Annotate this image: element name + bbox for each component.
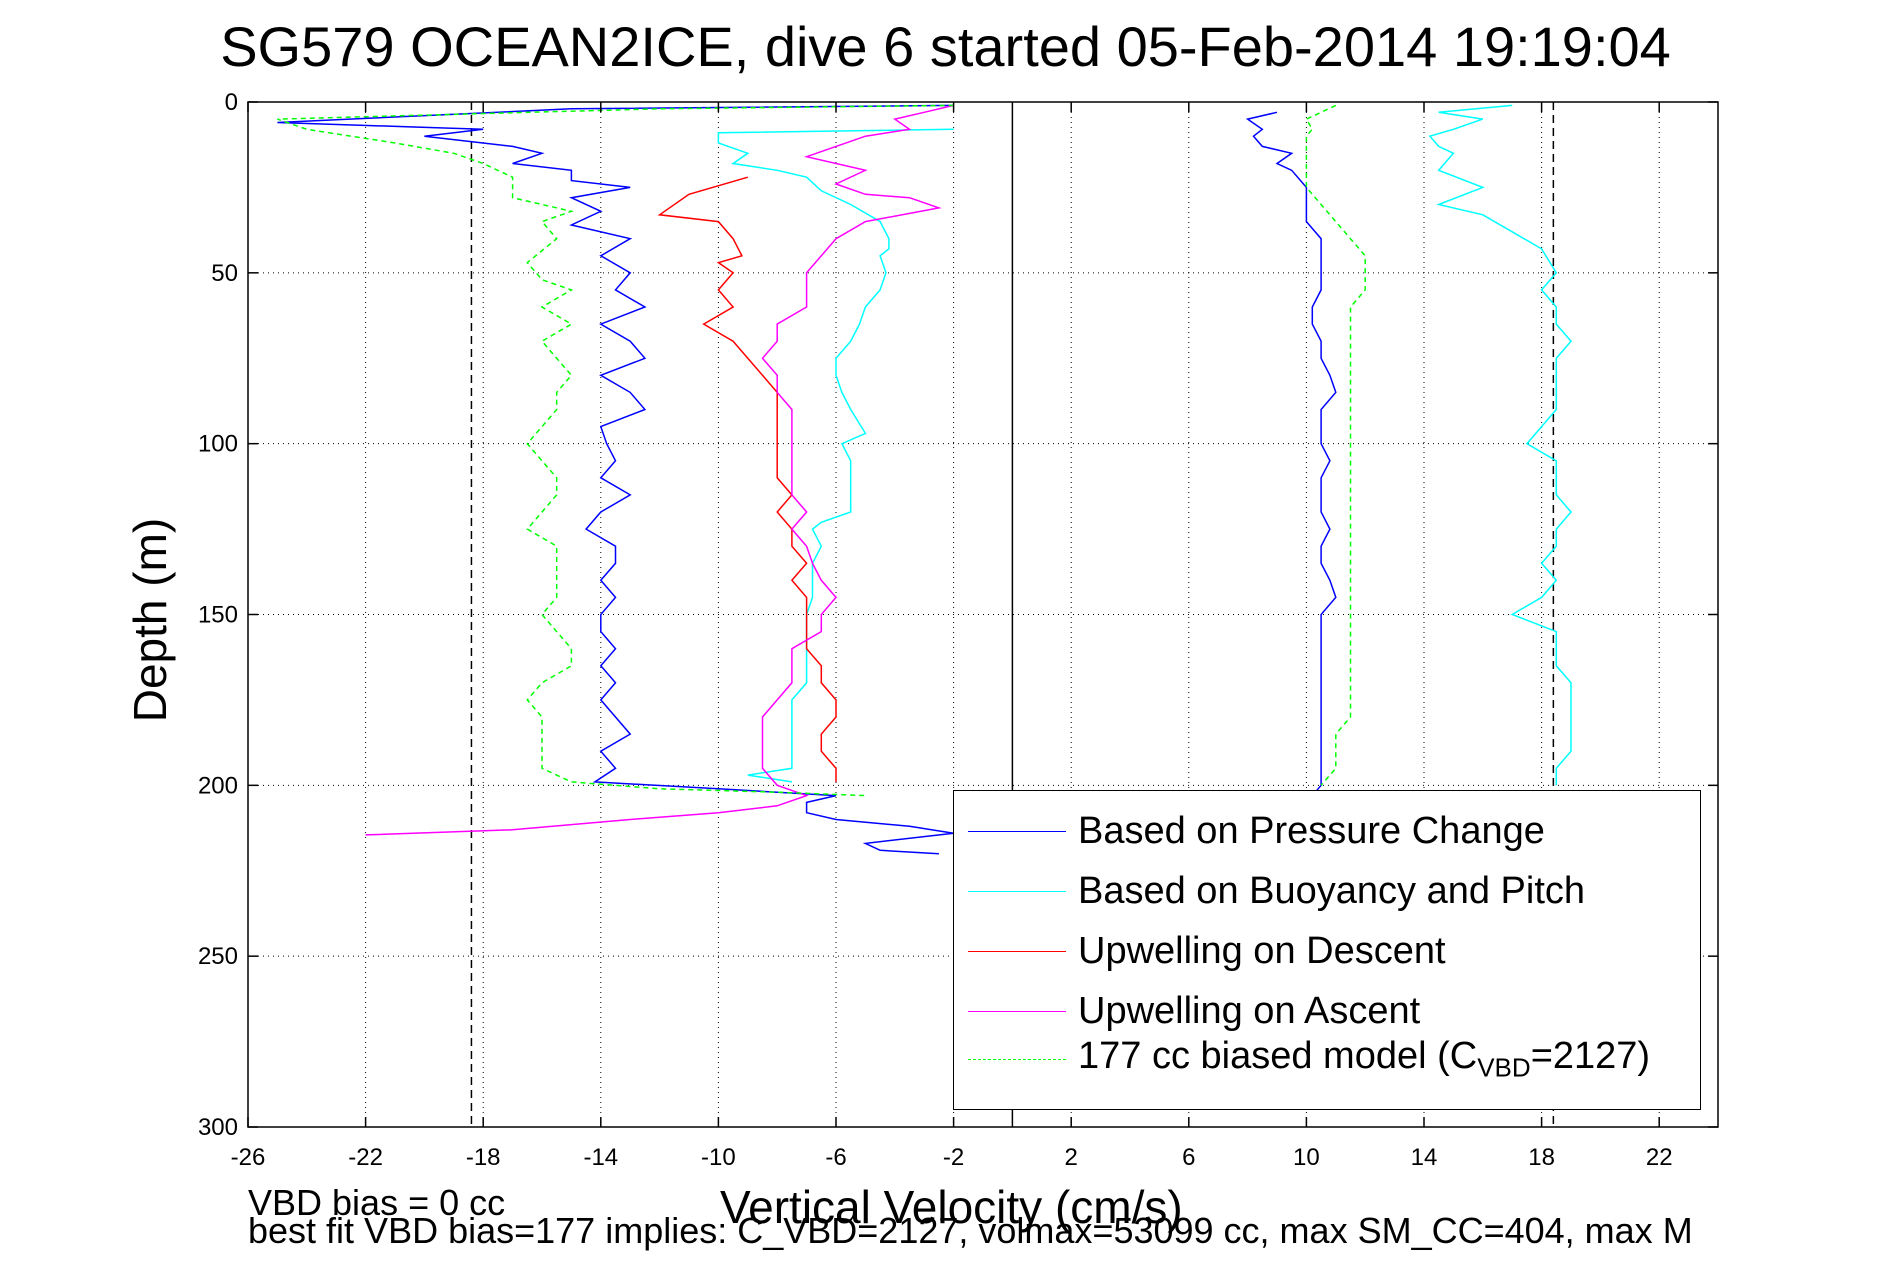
legend-label: Upwelling on Ascent [1078, 989, 1421, 1032]
legend: Based on Pressure Change Based on Buoyan… [953, 790, 1701, 1110]
vbd-bias-note: VBD bias = 0 cc [248, 1182, 506, 1223]
best-fit-note: best fit VBD bias=177 implies: C_VBD=212… [248, 1210, 1693, 1251]
legend-swatch [968, 830, 1066, 832]
x-tick-label: -22 [348, 1144, 383, 1171]
x-tick-label: -14 [583, 1144, 618, 1171]
x-axis-label: Vertical Velocity (cm/s) [720, 1181, 1183, 1233]
legend-item-upwelling-descent: Upwelling on Descent [968, 923, 1446, 979]
x-tick-label: -26 [231, 1144, 266, 1171]
series-line [365, 104, 954, 836]
legend-swatch [968, 1010, 1066, 1012]
legend-label: Based on Pressure Change [1078, 809, 1545, 852]
legend-swatch [968, 1058, 1066, 1060]
x-tick-label: 22 [1646, 1144, 1673, 1171]
x-tick-label: -6 [825, 1144, 846, 1171]
legend-label: 177 cc biased model (CVBD=2127) [1078, 1034, 1651, 1083]
series-line [1305, 104, 1366, 786]
series-line [277, 104, 954, 855]
y-tick-label: 100 [198, 431, 238, 458]
legend-label: Upwelling on Descent [1078, 929, 1446, 972]
series-line [1428, 104, 1572, 786]
x-tick-label: 2 [1065, 1144, 1078, 1171]
x-tick-label: -10 [701, 1144, 736, 1171]
y-tick-label: 0 [225, 89, 238, 116]
series-line [1245, 111, 1337, 793]
x-tick-label: -2 [943, 1144, 964, 1171]
y-tick-label: 200 [198, 772, 238, 799]
legend-label: Based on Buoyancy and Pitch [1078, 869, 1586, 912]
legend-item-buoyancy-pitch: Based on Buoyancy and Pitch [968, 863, 1585, 919]
y-tick-label: 150 [198, 602, 238, 629]
legend-item-biased-model: 177 cc biased model (CVBD=2127) [968, 1031, 1650, 1087]
y-axis-label: Depth (m) [124, 517, 176, 723]
y-tick-label: 300 [198, 1114, 238, 1141]
x-tick-label: 6 [1182, 1144, 1195, 1171]
legend-swatch [968, 890, 1066, 892]
legend-swatch [968, 950, 1066, 952]
x-tick-label: 10 [1293, 1144, 1320, 1171]
series-line [657, 176, 837, 782]
y-tick-label: 50 [211, 260, 238, 287]
series-line [717, 128, 954, 783]
x-tick-label: 18 [1528, 1144, 1555, 1171]
legend-item-upwelling-ascent: Upwelling on Ascent [968, 983, 1420, 1039]
series-line [277, 104, 954, 797]
x-tick-label: 14 [1411, 1144, 1438, 1171]
x-tick-label: -18 [466, 1144, 501, 1171]
y-tick-label: 250 [198, 943, 238, 970]
legend-item-pressure-change: Based on Pressure Change [968, 803, 1545, 859]
chart-title: SG579 OCEAN2ICE, dive 6 started 05-Feb-2… [220, 15, 1671, 78]
